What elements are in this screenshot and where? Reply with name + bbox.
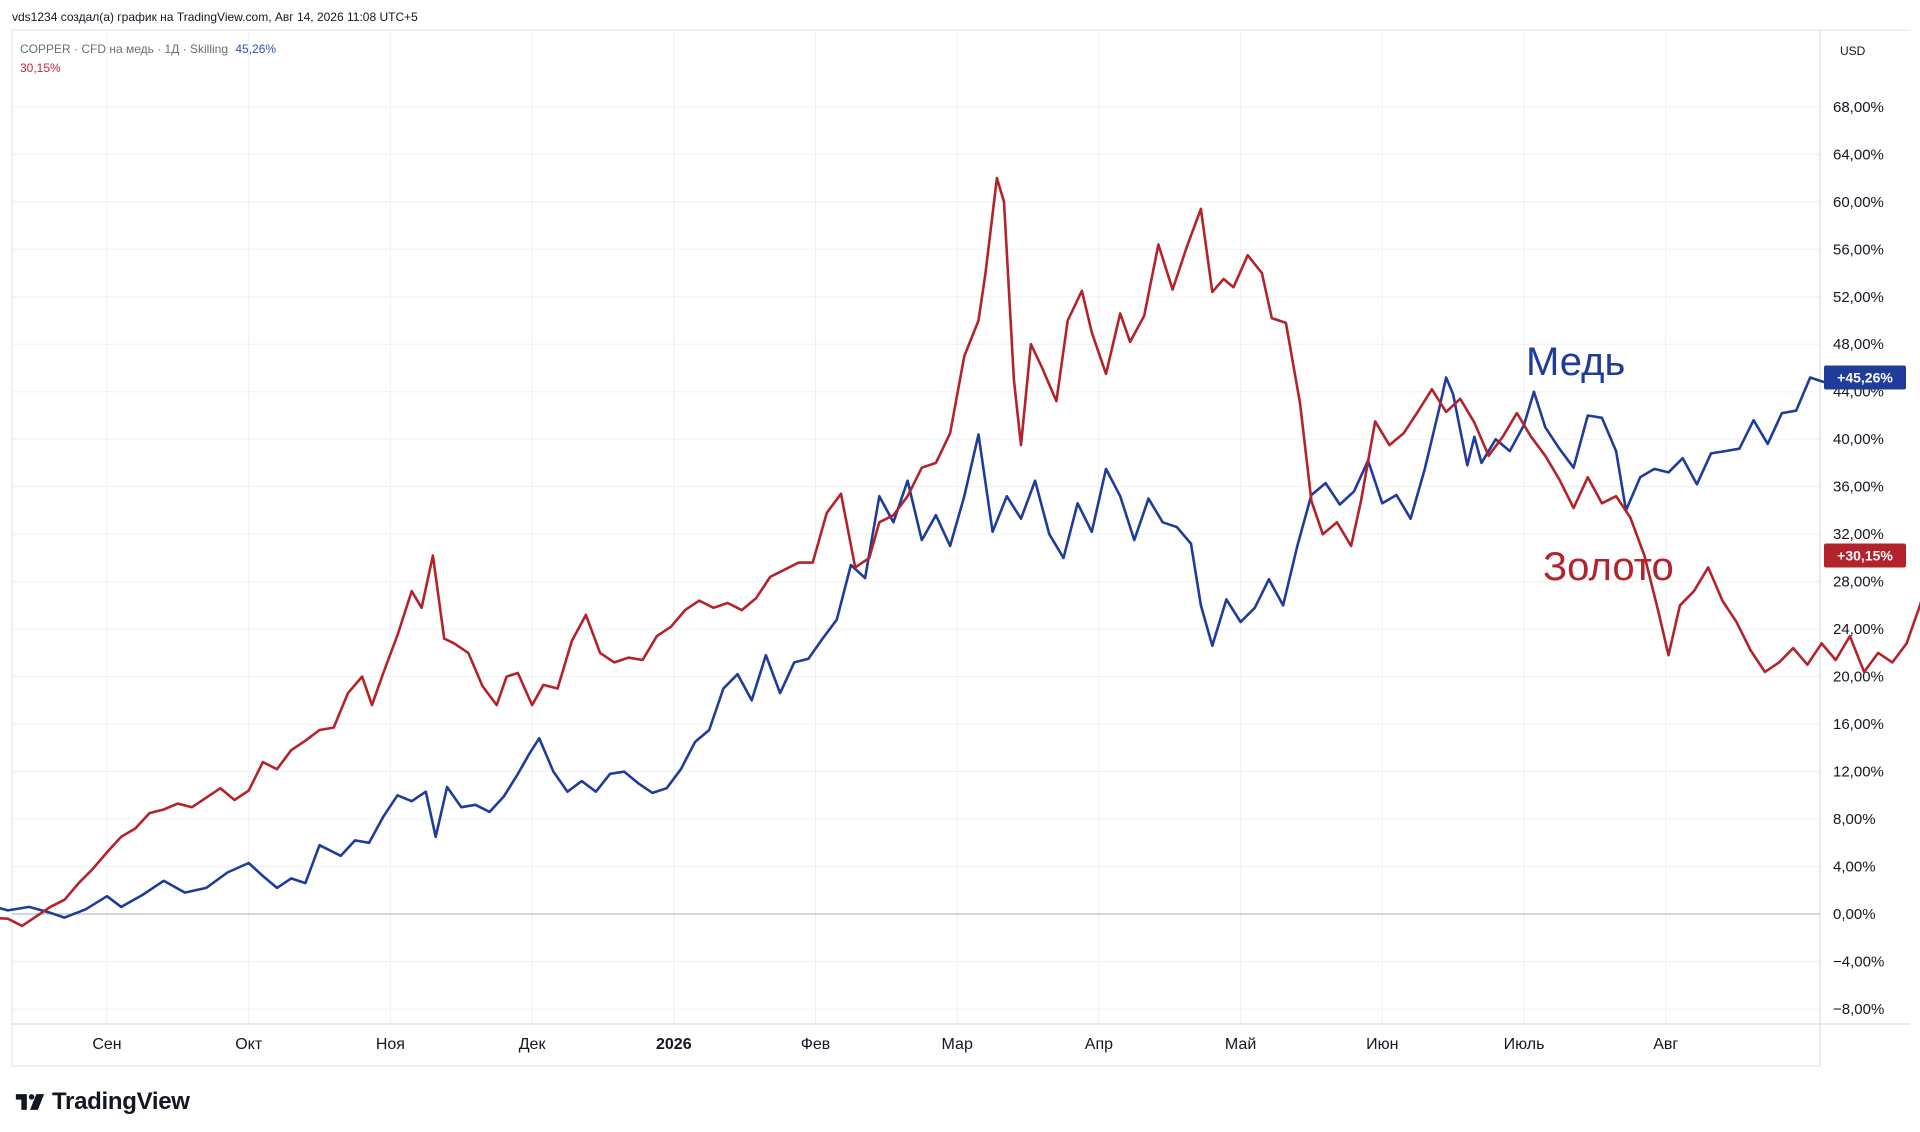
x-tick-label: Ноя <box>376 1036 405 1053</box>
x-tick-label: Сен <box>92 1036 121 1053</box>
copper-series-label: Медь <box>1526 340 1626 384</box>
x-tick-label: Дек <box>519 1036 547 1053</box>
gold-line-badge <box>1824 543 1906 568</box>
copper-line-badge-text: +45,26% <box>1837 369 1893 385</box>
copper-line-badge <box>1824 365 1906 390</box>
series-description: COPPER · CFD на медь · 1Д · Skilling <box>20 42 229 56</box>
x-tick-label: Май <box>1225 1036 1256 1053</box>
y-tick-label: 64,00% <box>1833 146 1884 163</box>
y-tick-label: 28,00% <box>1833 574 1884 591</box>
chart-caption: vds1234 создал(а) график на TradingView.… <box>12 10 418 24</box>
x-tick-label: Фев <box>801 1036 831 1053</box>
tradingview-logo-icon <box>15 1094 45 1110</box>
x-tick-label: Апр <box>1085 1036 1113 1053</box>
gold-line <box>0 176 1920 928</box>
tradingview-logo[interactable]: TradingView <box>14 1088 190 1116</box>
gold-line-badge-text: +30,15% <box>1837 548 1893 564</box>
y-tick-label: 24,00% <box>1833 621 1884 638</box>
y-tick-label: 8,00% <box>1833 811 1876 828</box>
gold-series-label: Золото <box>1543 545 1674 589</box>
y-tick-label: 0,00% <box>1833 906 1876 923</box>
axis-frame <box>11 29 1910 1067</box>
y-tick-label: 52,00% <box>1833 289 1884 306</box>
chart-grid <box>12 30 1820 1024</box>
brand-name: TradingView <box>52 1088 190 1115</box>
x-tick-label: 2026 <box>656 1036 692 1053</box>
y-tick-label: 40,00% <box>1833 431 1884 448</box>
y-tick-label: 48,00% <box>1833 336 1884 353</box>
x-tick-label: Мар <box>942 1036 973 1053</box>
x-tick-label: Июль <box>1504 1036 1545 1053</box>
y-tick-label: 32,00% <box>1833 526 1884 543</box>
x-tick-label: Июн <box>1366 1036 1398 1053</box>
x-axis[interactable]: Сен Окт Ноя Дек 2026 Фев Мар Апр Май Июн Июль Авг <box>92 1036 1678 1053</box>
y-tick-label: 36,00% <box>1833 479 1884 496</box>
y-axis[interactable]: −8,00% −4,00% 0,00% 4,00% 8,00% 12,00% 16,00% 2… <box>1833 99 1884 1018</box>
y-tick-label: 20,00% <box>1833 669 1884 686</box>
currency-label[interactable]: USD <box>1840 44 1866 58</box>
y-tick-label: −8,00% <box>1833 1001 1884 1018</box>
y-tick-label: 16,00% <box>1833 716 1884 733</box>
y-tick-label: 68,00% <box>1833 99 1884 116</box>
y-tick-label: −4,00% <box>1833 953 1884 970</box>
y-tick-label: 60,00% <box>1833 194 1884 211</box>
y-tick-label: 12,00% <box>1833 764 1884 781</box>
y-tick-label: 56,00% <box>1833 241 1884 258</box>
y-tick-label: 4,00% <box>1833 859 1876 876</box>
gold-change: 30,15% <box>20 61 61 75</box>
copper-change: 45,26% <box>235 42 277 56</box>
series-lines <box>0 176 1920 928</box>
series-legend[interactable]: COPPER · CFD на медь · 1Д · Skilling 45,… <box>20 42 276 56</box>
price-badges: +45,26% +30,15% <box>1824 365 1906 568</box>
x-tick-label: Авг <box>1653 1036 1678 1053</box>
x-tick-label: Окт <box>235 1036 263 1053</box>
copper-line <box>0 376 1840 919</box>
